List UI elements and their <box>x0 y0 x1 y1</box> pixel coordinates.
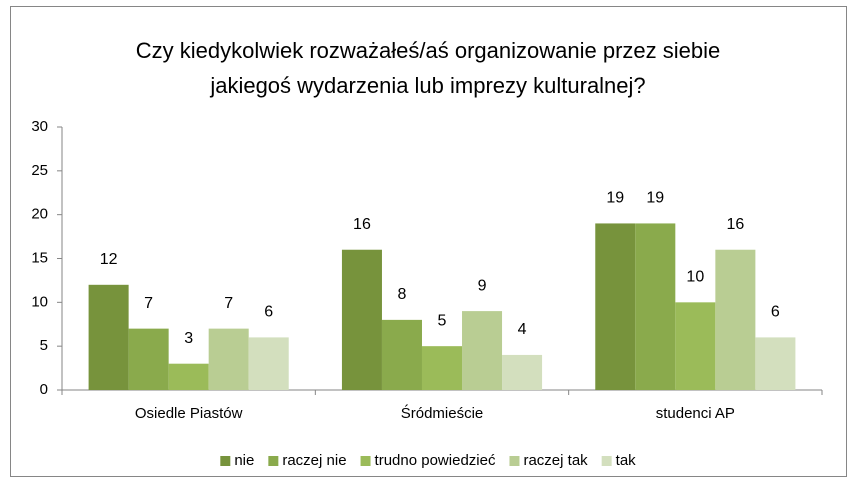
legend-swatch <box>509 456 520 466</box>
bar <box>675 302 716 390</box>
x-tick-label: Osiedle Piastów <box>135 405 243 422</box>
bar <box>635 223 676 390</box>
bar <box>715 249 756 390</box>
legend-swatch <box>601 456 612 466</box>
chart-title: Czy kiedykolwiek rozważałeś/aś organizow… <box>136 38 720 63</box>
bar <box>462 311 503 390</box>
bar <box>88 284 129 390</box>
data-label: 19 <box>606 190 624 207</box>
bar <box>381 319 422 390</box>
data-label: 12 <box>100 251 118 268</box>
data-label: 7 <box>224 295 233 312</box>
legend-label: raczej tak <box>523 452 588 469</box>
data-label: 16 <box>353 216 371 233</box>
y-tick-label: 20 <box>31 206 48 223</box>
y-tick-label: 25 <box>31 162 48 179</box>
data-label: 7 <box>144 295 153 312</box>
legend-swatch <box>268 456 279 466</box>
chart-frame <box>10 6 847 477</box>
bar <box>421 346 463 390</box>
legend-label: raczej nie <box>282 452 346 469</box>
y-tick-label: 10 <box>31 293 48 310</box>
data-label: 8 <box>398 286 407 303</box>
data-label: 10 <box>686 269 704 286</box>
x-tick-label: Śródmieście <box>401 404 484 422</box>
bar <box>341 249 382 390</box>
bar <box>168 363 209 390</box>
y-tick-label: 5 <box>40 337 48 354</box>
bar <box>595 223 636 390</box>
data-label: 4 <box>518 321 527 338</box>
data-label: 5 <box>438 312 447 329</box>
x-tick-label: studenci AP <box>656 405 735 422</box>
data-label: 9 <box>478 277 487 294</box>
data-label: 6 <box>264 304 273 321</box>
data-label: 3 <box>184 330 193 347</box>
legend-label: tak <box>616 452 637 469</box>
bar <box>502 354 543 390</box>
y-tick-label: 30 <box>31 118 48 135</box>
chart-title: jakiegoś wydarzenia lub imprezy kultural… <box>209 73 645 98</box>
bar <box>248 337 289 390</box>
bar <box>128 328 169 390</box>
bar <box>755 337 796 390</box>
y-tick-label: 0 <box>40 381 48 398</box>
legend-label: trudno powiedzieć <box>375 452 496 469</box>
bar <box>208 328 249 390</box>
data-label: 16 <box>726 216 744 233</box>
legend-swatch <box>360 456 371 466</box>
y-tick-label: 15 <box>31 249 48 266</box>
data-label: 19 <box>646 190 664 207</box>
legend-label: nie <box>234 452 254 469</box>
data-label: 6 <box>771 304 780 321</box>
legend-swatch <box>220 456 231 466</box>
